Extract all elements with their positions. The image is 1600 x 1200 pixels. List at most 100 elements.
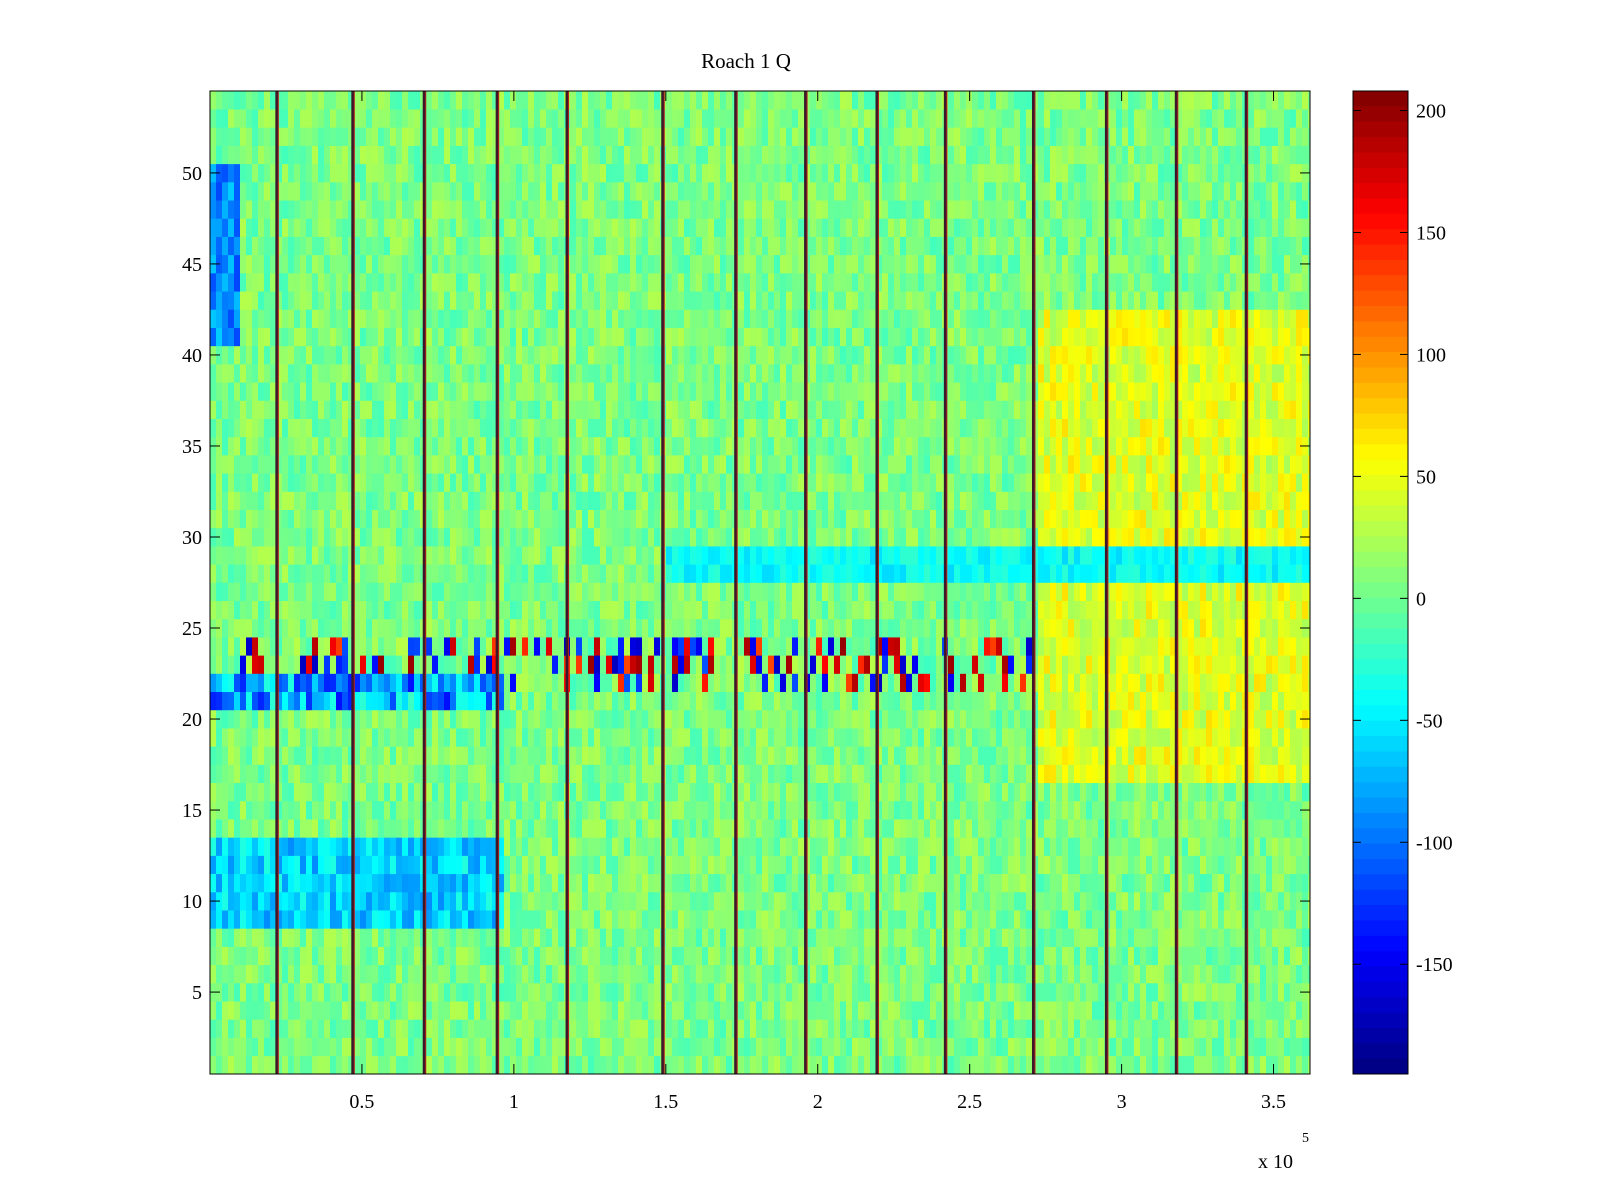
heatmap-cell [360, 855, 367, 875]
heatmap-cell [1182, 1037, 1189, 1057]
heatmap-cell [1266, 1001, 1273, 1020]
heatmap-cell [264, 691, 271, 711]
heatmap-cell [522, 655, 529, 674]
heatmap-cell [510, 746, 517, 765]
heatmap-cell [396, 873, 403, 893]
heatmap-cell [858, 891, 865, 911]
heatmap-cell [480, 673, 487, 693]
heatmap-cell [384, 800, 391, 820]
heatmap-cell [1134, 673, 1141, 693]
heatmap-cell [936, 910, 943, 929]
heatmap-cell [1044, 837, 1051, 856]
heatmap-cell [240, 982, 247, 1002]
heatmap-cell [444, 964, 451, 984]
heatmap-cell [996, 673, 1003, 693]
heatmap-cell [516, 746, 523, 765]
heatmap-cell [384, 928, 391, 947]
heatmap-cell [906, 837, 913, 856]
heatmap-cell [708, 673, 715, 693]
heatmap-cell [444, 618, 451, 638]
heatmap-cell [516, 1019, 523, 1038]
heatmap-cell [1224, 1019, 1231, 1038]
heatmap-cell [1170, 691, 1177, 711]
heatmap-cell [840, 819, 847, 838]
heatmap-cell [444, 1001, 451, 1020]
heatmap-cell [756, 673, 763, 693]
heatmap-cell [972, 582, 979, 602]
heatmap-cell [450, 1001, 457, 1020]
heatmap-cell [666, 673, 673, 693]
heatmap-cell [882, 655, 889, 674]
heatmap-cell [546, 673, 553, 693]
heatmap-cell [672, 891, 679, 911]
heatmap-cell [534, 1055, 541, 1075]
heatmap-cell [1056, 582, 1063, 602]
heatmap-cell [222, 1037, 229, 1057]
heatmap-cell [456, 728, 463, 747]
heatmap-cell [1188, 964, 1195, 984]
heatmap-cell [492, 982, 499, 1002]
heatmap-cell [1050, 1019, 1057, 1038]
heatmap-cell [882, 800, 889, 820]
heatmap-cell [894, 673, 901, 693]
heatmap-cell [1218, 819, 1225, 838]
heatmap-cell [1206, 673, 1213, 693]
heatmap-cell [816, 709, 823, 729]
heatmap-cell [912, 964, 919, 984]
heatmap-cell [822, 855, 829, 875]
heatmap-cell [822, 764, 829, 784]
heatmap-cell [540, 1037, 547, 1057]
heatmap-cell [1272, 1001, 1279, 1020]
heatmap-cell [1140, 800, 1147, 820]
heatmap-cell [630, 928, 637, 947]
heatmap-cell [432, 746, 439, 765]
heatmap-cell [402, 855, 409, 875]
heatmap-cell [1002, 1001, 1009, 1020]
heatmap-cell [702, 1019, 709, 1038]
heatmap-cell [738, 1037, 745, 1057]
heatmap-cell [606, 1037, 613, 1057]
heatmap-cell [588, 964, 595, 984]
heatmap-cell [792, 855, 799, 875]
heatmap-cell [618, 655, 625, 674]
heatmap-cell [882, 837, 889, 856]
heatmap-cell [1038, 891, 1045, 911]
heatmap-cell [612, 764, 619, 784]
heatmap-cell [1224, 891, 1231, 911]
heatmap-cell [1206, 618, 1213, 638]
heatmap-cell [288, 764, 295, 784]
heatmap-cell [690, 928, 697, 947]
heatmap-cell [414, 746, 421, 765]
heatmap-cell [288, 1001, 295, 1020]
heatmap-cell [408, 982, 415, 1002]
heatmap-cell [216, 728, 223, 747]
heatmap-cell [390, 746, 397, 765]
heatmap-cell [534, 910, 541, 929]
heatmap-cell [1230, 600, 1237, 620]
heatmap-cell [1308, 837, 1311, 856]
heatmap-cell [1290, 618, 1297, 638]
heatmap-cell [588, 910, 595, 929]
heatmap-cell [702, 1055, 709, 1075]
heatmap-cell [1014, 709, 1021, 729]
heatmap-cell [1038, 1055, 1045, 1075]
heatmap-cell [708, 618, 715, 638]
heatmap-cell [1224, 1037, 1231, 1057]
heatmap-cell [888, 746, 895, 765]
heatmap-cell [258, 1037, 265, 1057]
heatmap-cell [828, 837, 835, 856]
heatmap-cell [1230, 782, 1237, 802]
heatmap-cell [1134, 764, 1141, 784]
heatmap-cell [600, 764, 607, 784]
heatmap-cell [378, 637, 385, 656]
heatmap-cell [1254, 855, 1261, 875]
heatmap-cell [1134, 819, 1141, 838]
heatmap-cell [474, 746, 481, 765]
heatmap-cell [924, 837, 931, 856]
heatmap-cell [1224, 873, 1231, 893]
heatmap-cell [1170, 782, 1177, 802]
heatmap-cell [570, 964, 577, 984]
heatmap-cell [1026, 582, 1033, 602]
heatmap-cell [1266, 873, 1273, 893]
heatmap-cell [1218, 764, 1225, 784]
